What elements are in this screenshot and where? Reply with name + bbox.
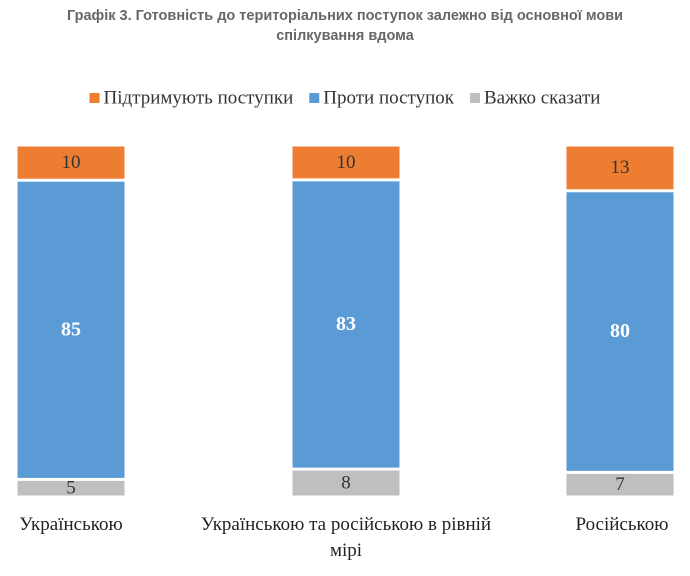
value-label: 10 <box>337 152 356 173</box>
bar-segment <box>17 181 125 478</box>
bar-segment <box>566 473 674 496</box>
chart-title: Графік 3. Готовність до територіальних п… <box>66 8 624 44</box>
legend-label: Проти поступок <box>323 87 454 108</box>
bar-segment <box>566 146 674 190</box>
x-tick-label: Українською та російською в рівній мірі <box>200 514 492 561</box>
value-label: 85 <box>61 318 81 340</box>
bar-segment <box>566 192 674 471</box>
legend-swatch <box>309 93 320 103</box>
value-label: 13 <box>611 157 630 178</box>
bar-segment <box>292 181 400 468</box>
bar-segment <box>292 146 400 179</box>
value-label: 8 <box>341 472 351 493</box>
legend-label: Підтримують поступки <box>104 87 294 108</box>
value-label: 5 <box>66 478 76 499</box>
value-label: 10 <box>62 152 81 173</box>
x-tick-label: Російською <box>575 514 669 535</box>
value-label: 80 <box>610 320 630 342</box>
legend-swatch <box>89 93 100 103</box>
x-tick-label: Українською <box>19 514 123 535</box>
legend-swatch <box>469 93 480 103</box>
legend-label: Важко сказати <box>484 87 600 108</box>
value-label: 7 <box>615 474 625 495</box>
bar-segment <box>17 480 125 496</box>
bar-segment <box>17 146 125 179</box>
bar-segment <box>292 470 400 496</box>
value-label: 83 <box>336 313 356 335</box>
